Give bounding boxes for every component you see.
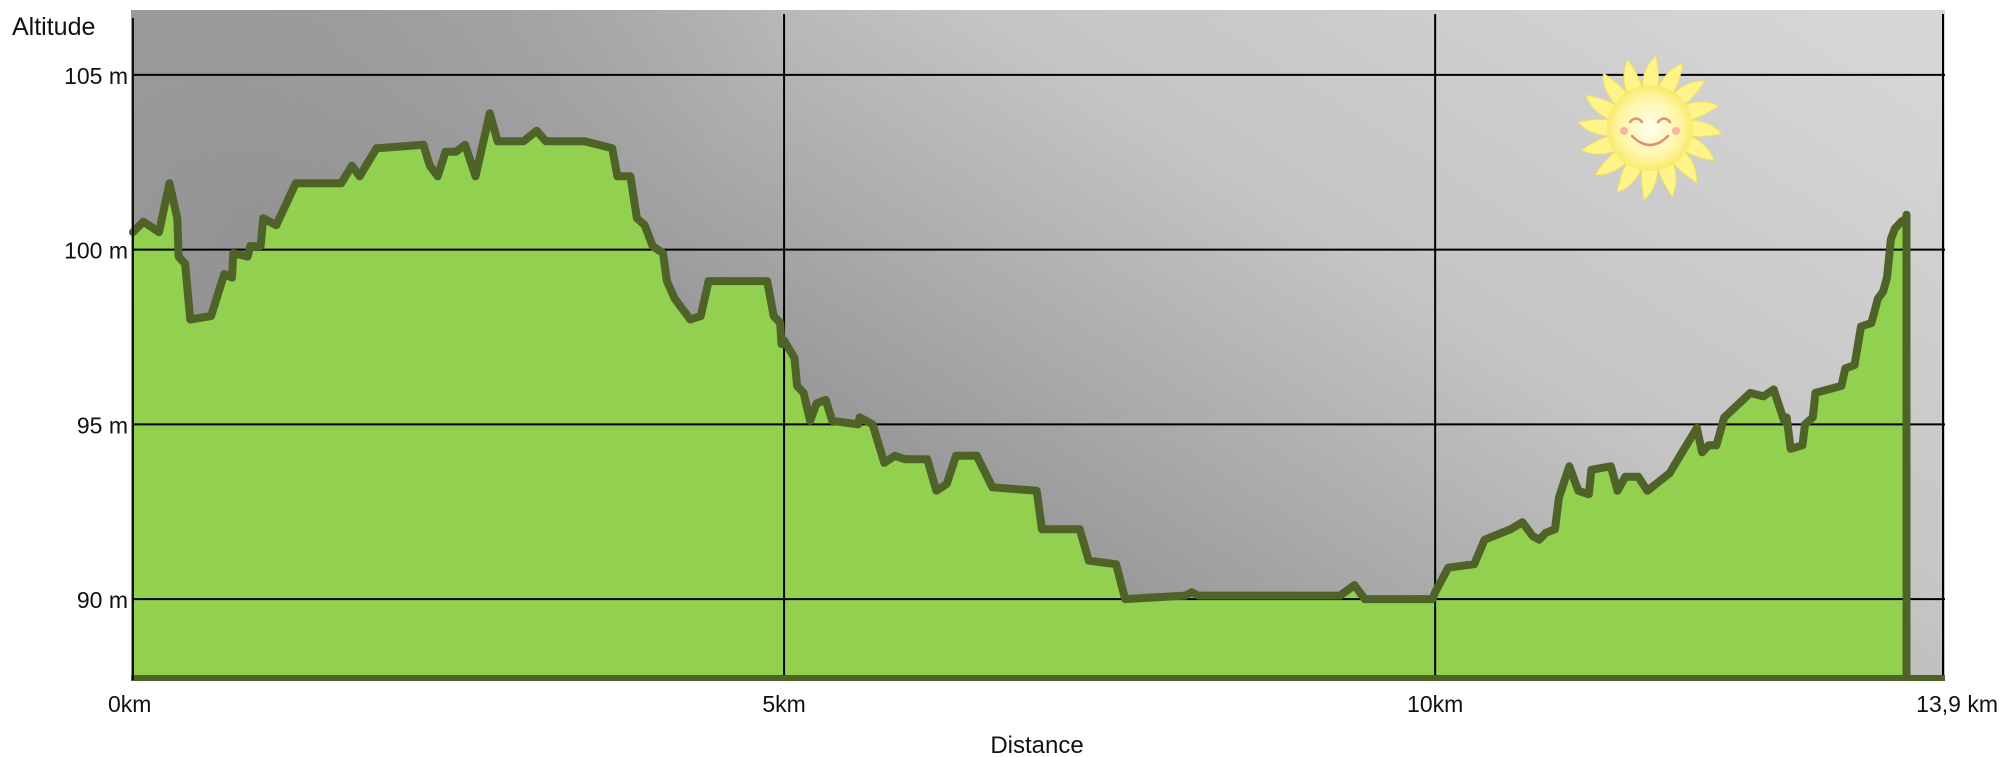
sun-ray (1580, 135, 1618, 155)
sun-icon (1577, 55, 1723, 201)
sun-ray (1585, 94, 1618, 121)
sun-ray (1616, 160, 1643, 193)
y-axis-title: Altitude (12, 13, 95, 41)
sun-ray (1623, 58, 1643, 96)
x-axis-title: Distance (990, 732, 1083, 757)
sun-ray (1641, 55, 1659, 90)
sun-ray (1641, 166, 1659, 201)
sun-ray (1657, 63, 1684, 96)
sun-ray (1682, 135, 1715, 162)
x-tick-label: 13,9 km (1916, 691, 1998, 717)
y-tick-label: 105 m (64, 63, 128, 89)
sun-ray (1682, 101, 1720, 121)
y-tick-label: 90 m (77, 587, 128, 613)
x-tick-label: 5km (762, 691, 805, 717)
altitude-area (133, 113, 1907, 677)
horizontal-gridlines (133, 73, 1945, 601)
y-tick-label: 95 m (77, 412, 128, 438)
y-tick-labels: 90 m 95 m 100 m 105 m (64, 63, 128, 613)
sun-ray (1657, 160, 1677, 198)
altitude-line (129, 109, 1911, 680)
sun-ray (1688, 119, 1723, 137)
x-tick-label: 0km (108, 691, 151, 717)
y-tick-label: 100 m (64, 238, 128, 264)
x-tick-label: 10km (1407, 691, 1463, 717)
x-tick-labels: 0km 5km 10km 13,9 km (108, 691, 1998, 717)
sun-ray (1577, 119, 1612, 137)
